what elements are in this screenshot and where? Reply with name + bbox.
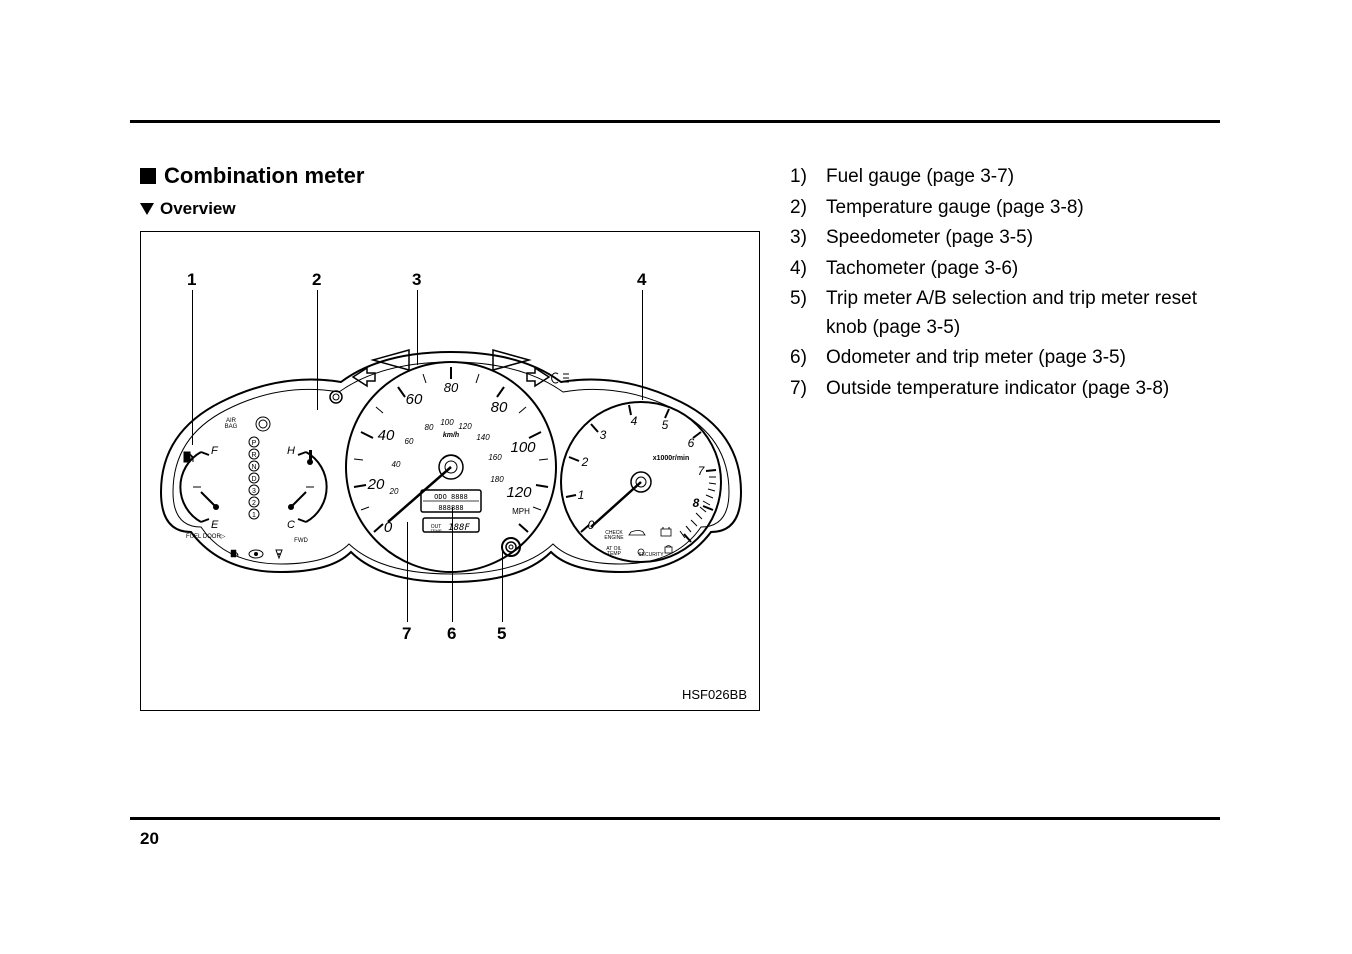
mph-label: MPH — [512, 507, 530, 516]
svg-text:120: 120 — [458, 422, 472, 431]
svg-text:3: 3 — [252, 488, 256, 495]
svg-text:km/h: km/h — [443, 432, 459, 439]
fuel-full-label: F — [211, 445, 219, 457]
thermometer-icon — [309, 450, 312, 460]
svg-text:40: 40 — [392, 460, 401, 469]
svg-text:7: 7 — [698, 464, 706, 478]
svg-text:2: 2 — [581, 455, 589, 469]
callout-2: 2 — [312, 270, 321, 290]
svg-text:60: 60 — [406, 391, 423, 408]
legend-num: 5) — [790, 285, 826, 342]
triangle-down-icon — [140, 203, 154, 215]
svg-text:100: 100 — [510, 439, 536, 456]
gear-indicators: P R N D 3 2 1 — [249, 437, 259, 519]
svg-text:6: 6 — [688, 436, 695, 450]
svg-text:8: 8 — [693, 496, 700, 510]
section-title-text: Combination meter — [164, 163, 364, 189]
tach-indicators: CHECK ENGINE AT OIL TEMP SECURITY — [604, 527, 672, 558]
svg-text:2: 2 — [252, 500, 256, 507]
legend-text: Odometer and trip meter (page 3-5) — [826, 344, 1200, 373]
legend-text: Temperature gauge (page 3-8) — [826, 194, 1200, 223]
turn-signal-left — [353, 350, 409, 386]
callout-1: 1 — [187, 270, 196, 290]
section-title: Combination meter — [140, 163, 770, 189]
legend-item: 1) Fuel gauge (page 3-7) — [790, 163, 1200, 192]
svg-text:140: 140 — [476, 433, 490, 442]
legend-num: 7) — [790, 375, 826, 404]
legend-text: Speedometer (page 3-5) — [826, 224, 1200, 253]
temp-needle — [291, 492, 306, 507]
svg-text:80: 80 — [425, 423, 434, 432]
legend-num: 2) — [790, 194, 826, 223]
callout-3: 3 — [412, 270, 421, 290]
temp-hot-label: H — [287, 445, 295, 457]
subsection-title: Overview — [140, 199, 770, 219]
svg-text:ENGINE: ENGINE — [604, 535, 624, 541]
svg-text:180: 180 — [490, 475, 504, 484]
legend-item: 6) Odometer and trip meter (page 3-5) — [790, 344, 1200, 373]
fuel-door-label: FUEL DOOR▷ — [186, 534, 226, 540]
square-bullet-icon — [140, 168, 156, 184]
svg-text:ODO 8888: ODO 8888 — [434, 493, 468, 501]
page-number: 20 — [140, 829, 159, 849]
legend-text: Fuel gauge (page 3-7) — [826, 163, 1200, 192]
svg-text:BAG: BAG — [225, 424, 238, 430]
svg-text:3: 3 — [600, 428, 607, 442]
cruise-icon — [256, 417, 270, 431]
legend-text: Outside temperature indicator (page 3-8) — [826, 375, 1200, 404]
svg-text:P: P — [252, 440, 257, 447]
legend-num: 4) — [790, 255, 826, 284]
svg-text:80: 80 — [491, 399, 508, 416]
fwd-label: FWD — [294, 538, 308, 544]
legend-num: 6) — [790, 344, 826, 373]
figure-box: 1 2 3 4 7 6 5 — [140, 231, 760, 711]
figure-code: HSF026BB — [682, 687, 747, 702]
legend-num: 3) — [790, 224, 826, 253]
svg-text:D: D — [251, 476, 256, 483]
svg-text:SECURITY: SECURITY — [638, 552, 664, 558]
svg-text:TEMP: TEMP — [430, 528, 441, 533]
temp-cold-label: C — [287, 519, 295, 531]
legend-item: 7) Outside temperature indicator (page 3… — [790, 375, 1200, 404]
callout-4: 4 — [637, 270, 646, 290]
svg-text:888888: 888888 — [438, 504, 463, 512]
svg-text:20: 20 — [389, 487, 399, 496]
legend-list: 1) Fuel gauge (page 3-7) 2) Temperature … — [790, 163, 1200, 403]
svg-text:80: 80 — [444, 380, 459, 395]
instrument-cluster: F E FUEL DOOR▷ H C — [151, 332, 751, 632]
svg-text:20: 20 — [367, 476, 385, 493]
svg-text:100: 100 — [440, 418, 454, 427]
turn-signal-right — [493, 350, 549, 386]
cruise-set-icon — [330, 391, 342, 403]
legend-item: 4) Tachometer (page 3-6) — [790, 255, 1200, 284]
left-column: Combination meter Overview 1 2 3 4 7 — [130, 163, 770, 711]
svg-text:60: 60 — [405, 437, 414, 446]
svg-text:R: R — [251, 452, 256, 459]
page-container: Combination meter Overview 1 2 3 4 7 — [130, 120, 1220, 820]
svg-text:160: 160 — [488, 453, 502, 462]
tach-unit: x1000r/min — [653, 455, 690, 462]
svg-text:40: 40 — [378, 427, 395, 444]
legend-item: 2) Temperature gauge (page 3-8) — [790, 194, 1200, 223]
legend-item: 5) Trip meter A/B selection and trip met… — [790, 285, 1200, 342]
svg-text:1: 1 — [578, 488, 585, 502]
svg-text:4: 4 — [631, 414, 638, 428]
legend-num: 1) — [790, 163, 826, 192]
svg-text:N: N — [251, 464, 256, 471]
right-column: 1) Fuel gauge (page 3-7) 2) Temperature … — [770, 163, 1200, 711]
svg-text:5: 5 — [662, 418, 669, 432]
svg-text:TEMP: TEMP — [607, 551, 622, 557]
svg-text:188F: 188F — [448, 523, 470, 533]
legend-text: Tachometer (page 3-6) — [826, 255, 1200, 284]
fuel-needle — [201, 492, 216, 507]
svg-text:1: 1 — [252, 512, 256, 519]
fuel-empty-label: E — [211, 519, 219, 531]
legend-text: Trip meter A/B selection and trip meter … — [826, 285, 1200, 342]
svg-text:120: 120 — [506, 484, 532, 501]
content-area: Combination meter Overview 1 2 3 4 7 — [130, 123, 1220, 711]
legend-item: 3) Speedometer (page 3-5) — [790, 224, 1200, 253]
subsection-title-text: Overview — [160, 199, 236, 219]
